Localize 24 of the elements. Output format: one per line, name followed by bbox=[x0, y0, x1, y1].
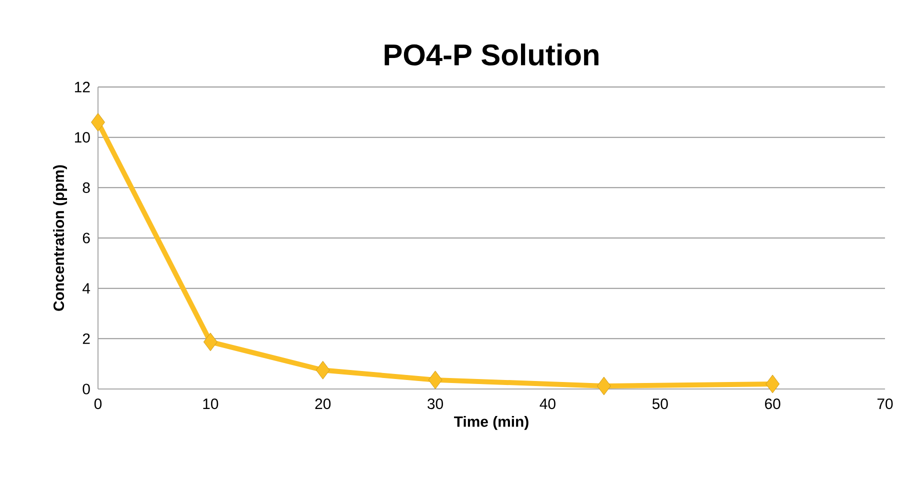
point bbox=[596, 376, 611, 396]
x-axis-title: Time (min) bbox=[454, 416, 528, 430]
point bbox=[316, 360, 330, 380]
x-tick-label: 20 bbox=[315, 398, 331, 410]
y-tick-label: 0 bbox=[82, 384, 90, 394]
y-tick-label: 12 bbox=[75, 82, 90, 92]
x-tick-label: 50 bbox=[652, 398, 668, 410]
y-tick-label: 4 bbox=[82, 283, 90, 294]
x-tick-label: 60 bbox=[765, 398, 780, 410]
y-tick-label: 10 bbox=[75, 132, 90, 143]
x-tick-label: 70 bbox=[877, 398, 893, 410]
y-axis-title: Concentration (ppm) bbox=[53, 165, 68, 311]
y-tick-label: 8 bbox=[82, 182, 90, 193]
x-tick-label: 0 bbox=[94, 398, 102, 410]
point bbox=[91, 112, 105, 132]
x-tick-label: 30 bbox=[428, 398, 444, 410]
point bbox=[428, 370, 442, 390]
point bbox=[766, 374, 780, 394]
x-tick-label: 40 bbox=[540, 398, 556, 410]
y-tick-label: 6 bbox=[82, 232, 90, 244]
chart-title: PO4-P Solution bbox=[384, 44, 598, 66]
x-tick-label: 10 bbox=[203, 398, 218, 410]
point bbox=[203, 332, 218, 352]
y-tick-label: 2 bbox=[82, 333, 90, 344]
